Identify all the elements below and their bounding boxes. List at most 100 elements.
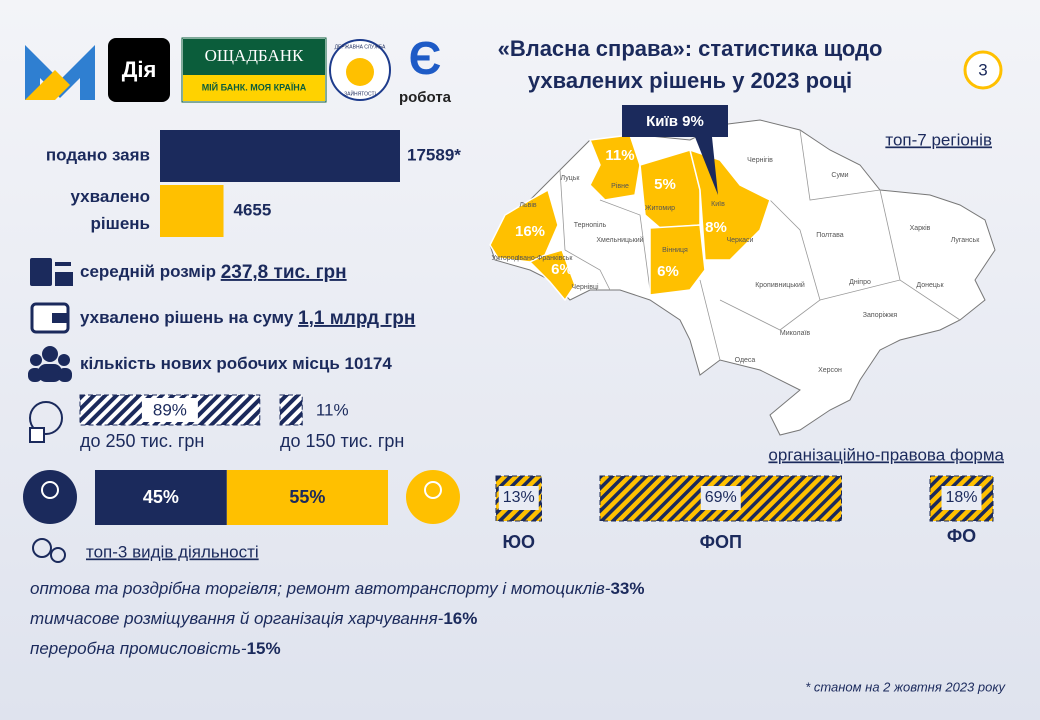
region-share: 5% <box>654 176 676 193</box>
value-label: 13% <box>503 489 535 506</box>
region-share: 6% <box>551 261 573 278</box>
caption: до 250 тис. грн <box>80 431 204 451</box>
stat-highlight: 1,1 млрд грн <box>298 308 415 329</box>
label-bg <box>141 398 198 422</box>
region-share: 11% <box>605 147 634 164</box>
bar-label: ухвалено <box>71 187 150 206</box>
region-name: Полтава <box>816 232 844 239</box>
map-labels: 16% 6% 11% 5% 6% 8% Луцьк Рівне Житомир Київ Черні… <box>492 147 981 374</box>
region-name: Київ <box>711 201 725 208</box>
activity-share: 33% <box>610 579 644 598</box>
icon-wallet <box>30 302 70 334</box>
gender-bar <box>95 470 227 525</box>
stat-value: 10174 <box>345 354 393 373</box>
stat-line: середній розмір 237,8 тис. грн <box>80 262 347 283</box>
region-name: Рівне <box>611 182 629 190</box>
region-name: Тернопіль <box>574 221 607 229</box>
logo-employment-inner <box>346 58 374 86</box>
activity: тимчасове розміщування й організація хар… <box>30 609 477 628</box>
icon-loan <box>29 401 63 443</box>
region-name: Донецьк <box>916 282 944 289</box>
org-name: ФО <box>947 526 976 546</box>
activity-share: 15% <box>247 639 281 658</box>
org-name: ФОП <box>700 532 742 552</box>
callout: Київ 9% <box>646 113 704 130</box>
logo-employment-text: ДЕРЖАВНА СЛУЖБА <box>335 44 386 50</box>
activity: переробна промисловість-15% <box>30 639 281 658</box>
stat-text: середній розмір <box>80 262 221 281</box>
value-label: 18% <box>945 489 977 506</box>
logo-diia-text: Дія <box>122 57 157 82</box>
region-name: Кропивницький <box>755 281 805 289</box>
region-name: Черкаси <box>727 237 754 244</box>
page-badge <box>963 50 1003 90</box>
hatched-bar <box>279 394 303 426</box>
value-label: 55% <box>289 487 325 507</box>
region-name: Львів <box>519 201 537 209</box>
region-name: Чернігів <box>747 156 773 164</box>
stat-highlight: 237,8 тис. грн <box>221 262 347 283</box>
activity-text: оптова та роздрібна торгівля; ремонт авт… <box>30 579 611 598</box>
logo-bank-name: ОЩАДБАНК <box>205 46 304 65</box>
region-name: Хмельницький <box>596 236 643 244</box>
bar <box>160 130 400 182</box>
org-title: організаційно-правова форма <box>768 445 1004 464</box>
logo-diia <box>108 38 170 102</box>
page-number: 3 <box>978 60 987 79</box>
map-borders <box>559 129 961 361</box>
value-label: 17589* <box>407 145 461 164</box>
map <box>489 119 996 436</box>
icon-woman-head <box>424 481 442 499</box>
value-label: 69% <box>705 489 737 506</box>
label-bg <box>941 486 982 510</box>
label-bg <box>700 486 741 510</box>
callout-box <box>622 105 728 137</box>
region-name: Миколаїв <box>780 330 811 337</box>
logo-employment-text: ЗАЙНЯТОСТІ <box>344 89 376 97</box>
bar-label: рішень <box>91 214 150 233</box>
region-name: Чернівці <box>571 283 599 291</box>
region-name: Харків <box>910 224 931 232</box>
stat-line: кількість нових робочих місць 10174 <box>80 354 392 373</box>
bar-label: подано заяв <box>46 145 150 164</box>
region-share: 16% <box>515 223 545 240</box>
logo-ye: Є <box>409 32 442 84</box>
region-name: Житомир <box>645 205 675 212</box>
region-name: Дніпро <box>849 278 871 286</box>
stat-text: кількість нових робочих місць <box>80 354 345 373</box>
icon-activities <box>32 538 66 563</box>
activities-title: топ-3 видів діяльності <box>86 542 259 561</box>
activity-text: тимчасове розміщування й організація хар… <box>30 609 444 628</box>
activity: оптова та роздрібна торгівля; ремонт авт… <box>30 579 644 598</box>
map-title: топ-7 регіонів <box>885 130 992 149</box>
region-name: Вінниця <box>662 246 688 254</box>
logo-bank-slogan: МІЙ БАНК. МОЯ КРАЇНА <box>202 81 307 92</box>
region-name: Херсон <box>818 367 842 374</box>
logo-m <box>25 45 95 100</box>
value-label: 89% <box>153 400 187 419</box>
logo-bank-top <box>183 39 325 75</box>
logo-bank-bottom <box>183 75 325 101</box>
map-highlight <box>489 134 771 302</box>
region-share: 8% <box>705 219 727 236</box>
value-label: 45% <box>143 487 179 507</box>
title: ухвалених рішень у 2023 році <box>528 68 852 93</box>
region-name: Запоріжжя <box>863 311 898 319</box>
label-bg <box>498 486 539 510</box>
stat-text: ухвалено рішень на суму <box>80 308 298 327</box>
logo-ye-word: робота <box>399 89 452 106</box>
bar <box>160 185 224 237</box>
region-name: Одеса <box>735 357 756 364</box>
region-name: Ужгород <box>492 255 519 262</box>
region-name: Суми <box>831 172 848 179</box>
activity-share: 16% <box>443 609 477 628</box>
activity-text: переробна промисловість- <box>30 639 247 658</box>
icon-calculator <box>30 258 73 286</box>
caption: до 150 тис. грн <box>280 431 404 451</box>
value-label: 4655 <box>234 200 272 219</box>
region-name: Івано-Франківськ <box>517 254 573 262</box>
title: «Власна справа»: статистика щодо <box>498 36 883 61</box>
region-name: Луцьк <box>561 175 581 182</box>
value-label: 11% <box>316 400 349 419</box>
